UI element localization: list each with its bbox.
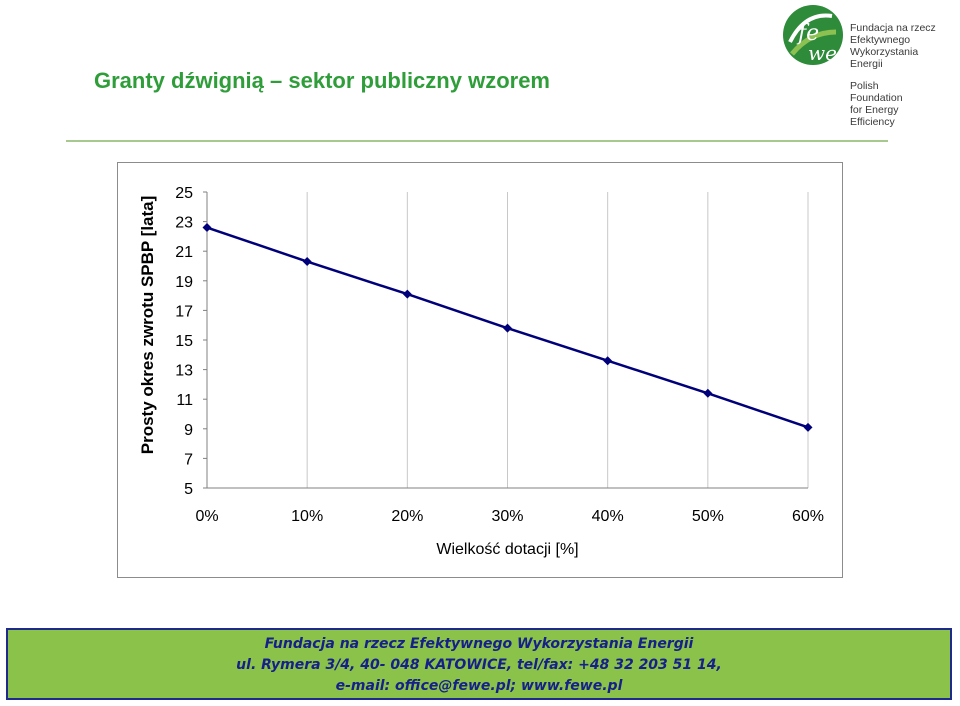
logo-line: Foundation bbox=[850, 92, 903, 104]
y-tick-label: 15 bbox=[175, 333, 193, 350]
x-tick-label: 0% bbox=[195, 508, 218, 525]
logo-line: Fundacja na rzecz bbox=[850, 22, 936, 34]
x-tick-label: 20% bbox=[391, 508, 423, 525]
x-tick-label: 50% bbox=[692, 508, 724, 525]
data-point-marker bbox=[302, 257, 312, 267]
slide-title: Granty dźwignią – sektor publiczny wzore… bbox=[94, 68, 550, 93]
x-tick-label: 40% bbox=[592, 508, 624, 525]
logo-line: Energii bbox=[850, 58, 883, 70]
y-axis-title-container: Prosty okres zwrotu SPBP [lata] bbox=[138, 196, 157, 455]
data-point-marker bbox=[202, 223, 212, 233]
y-tick-label: 5 bbox=[184, 481, 193, 498]
data-point-marker bbox=[803, 422, 813, 432]
y-tick-label: 25 bbox=[175, 185, 193, 202]
y-tick-label: 9 bbox=[184, 422, 193, 439]
svg-text:fe: fe bbox=[796, 21, 819, 46]
y-tick-label: 11 bbox=[176, 392, 193, 409]
svg-text:we: we bbox=[808, 41, 837, 65]
data-point-marker bbox=[402, 289, 412, 299]
y-tick-label: 19 bbox=[175, 274, 193, 291]
logo-name-en: Polish Foundation for Energy Efficiency bbox=[850, 80, 950, 128]
logo-line: Efficiency bbox=[850, 116, 895, 128]
x-tick-label: 30% bbox=[491, 508, 523, 525]
y-tick-label: 13 bbox=[175, 363, 193, 380]
y-tick-label: 21 bbox=[175, 244, 193, 261]
y-axis-title: Prosty okres zwrotu SPBP [lata] bbox=[138, 196, 157, 455]
y-tick-label: 23 bbox=[175, 215, 193, 232]
logo-line: Wykorzystania bbox=[850, 46, 919, 58]
y-tick-label: 7 bbox=[184, 451, 193, 468]
logo-line: for Energy bbox=[850, 104, 899, 116]
footer-contact: e-mail: office@fewe.pl; www.fewe.pl bbox=[335, 678, 623, 694]
logo-name-pl: Fundacja na rzecz Efektywnego Wykorzysta… bbox=[850, 22, 950, 70]
x-tick-label: 10% bbox=[291, 508, 323, 525]
footer-address: ul. Rymera 3/4, 40- 048 KATOWICE, tel/fa… bbox=[236, 657, 722, 673]
fewe-logo: fe we Fundacja na rzecz Efektywnego Wyko… bbox=[780, 2, 950, 128]
logo-line: Polish bbox=[850, 80, 879, 92]
x-axis-title: Wielkość dotacji [%] bbox=[436, 541, 578, 558]
data-point-marker bbox=[503, 323, 512, 333]
x-tick-label: 60% bbox=[792, 508, 824, 525]
title-divider bbox=[66, 140, 888, 142]
data-point-marker bbox=[703, 388, 713, 398]
footer-contact-box: Fundacja na rzecz Efektywnego Wykorzysta… bbox=[6, 628, 952, 700]
chart-frame: 25 23 21 19 17 15 13 11 9 7 5 0% 10% 20% 30% 40% 50% 60% W… bbox=[117, 162, 843, 578]
logo-line: Efektywnego bbox=[850, 34, 911, 46]
logo-mark-icon: fe we bbox=[783, 5, 843, 65]
data-point-marker bbox=[603, 356, 613, 366]
footer-organization: Fundacja na rzecz Efektywnego Wykorzysta… bbox=[264, 636, 694, 652]
y-tick-label: 17 bbox=[175, 303, 193, 320]
line-chart: 25 23 21 19 17 15 13 11 9 7 50% 10% 20% 30% 40% 50% 60% W… bbox=[175, 185, 824, 558]
